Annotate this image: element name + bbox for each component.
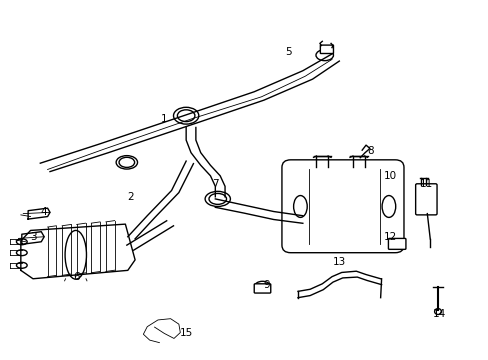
Text: 15: 15 [179,328,192,338]
Text: 3: 3 [30,232,36,242]
Text: 4: 4 [41,207,47,216]
Text: 9: 9 [263,280,269,290]
Text: 7: 7 [212,179,218,189]
FancyBboxPatch shape [254,284,270,293]
FancyBboxPatch shape [320,45,333,54]
Text: 12: 12 [383,232,396,242]
Text: 2: 2 [127,192,133,202]
Ellipse shape [17,250,27,256]
Ellipse shape [17,239,27,245]
Text: 14: 14 [431,310,445,319]
Text: 13: 13 [332,257,345,267]
Text: 8: 8 [367,145,373,156]
Ellipse shape [17,262,27,268]
FancyBboxPatch shape [282,160,403,253]
Text: 10: 10 [383,171,396,181]
Text: 5: 5 [285,47,291,57]
FancyBboxPatch shape [415,184,436,215]
Text: 1: 1 [161,114,167,124]
Text: 6: 6 [73,272,80,282]
FancyBboxPatch shape [387,238,405,249]
Text: 11: 11 [419,179,432,189]
